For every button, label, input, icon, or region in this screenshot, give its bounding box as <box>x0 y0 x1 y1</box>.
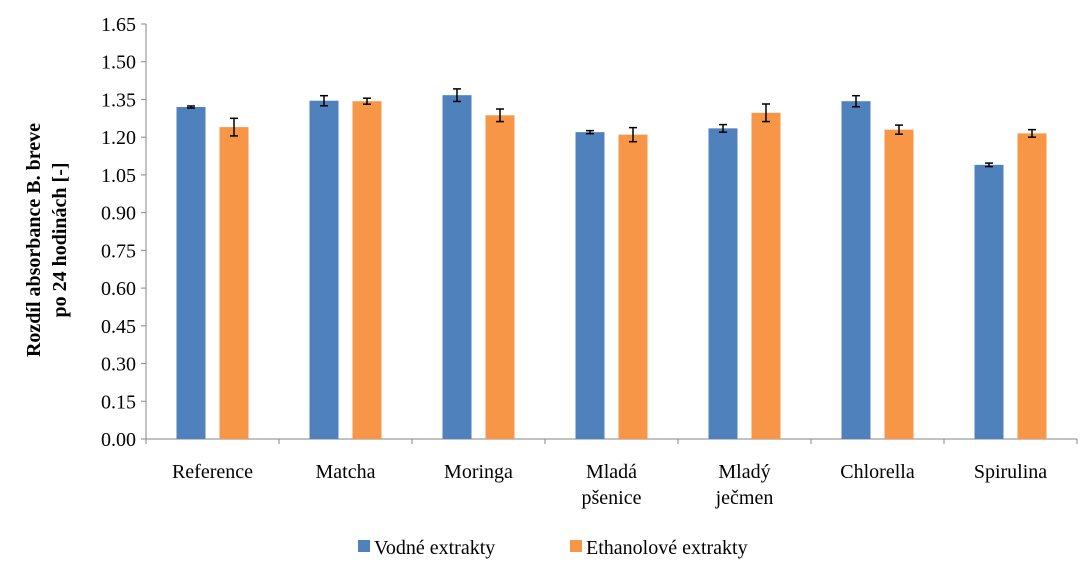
legend-item: Vodné extrakty <box>358 537 495 559</box>
legend-label: Ethanolové extrakty <box>586 537 748 559</box>
error-bar <box>1028 128 1036 138</box>
bar <box>485 115 515 440</box>
error-bar <box>453 88 461 103</box>
bar <box>309 100 339 439</box>
bar <box>618 134 648 439</box>
bar <box>884 129 914 440</box>
error-bar <box>320 94 328 107</box>
bar <box>1017 133 1047 439</box>
bar <box>841 101 871 439</box>
y-tick-label: 0.00 <box>101 429 136 451</box>
plot-area: 0.00 0.15 0.30 0.45 0.60 0.75 0.90 1.05 1.20 1.35… <box>101 14 1078 509</box>
legend: Vodné extrakty Ethanolové extrakty <box>358 537 748 559</box>
bar <box>219 127 249 439</box>
y-tick-label: 1.50 <box>101 52 136 74</box>
x-category-label: Moringa <box>444 461 513 483</box>
y-tick-label: 0.90 <box>101 203 136 225</box>
error-bar <box>629 126 637 143</box>
y-tick-label: 1.35 <box>101 89 136 111</box>
y-tick-label: 0.75 <box>101 240 136 262</box>
x-category-label: Mladá <box>586 461 637 483</box>
bar <box>708 128 738 439</box>
error-bar <box>187 105 195 109</box>
bar <box>751 112 781 439</box>
y-tick-label: 1.65 <box>101 14 136 36</box>
legend-item: Ethanolové extrakty <box>570 537 748 559</box>
x-category-label: Reference <box>172 461 253 483</box>
x-category-label: Mladý <box>718 461 770 483</box>
y-tick-label: 0.45 <box>101 316 136 338</box>
error-bar <box>719 123 727 133</box>
y-tick-label: 1.20 <box>101 127 136 149</box>
y-tick-label: 0.15 <box>101 391 136 413</box>
y-tick-label: 0.60 <box>101 278 136 300</box>
bar <box>575 132 605 439</box>
y-axis-label-line-1: Rozdíl absorbance B. breve <box>23 123 45 357</box>
error-bar <box>230 117 238 137</box>
x-category-label: Matcha <box>316 461 376 483</box>
legend-swatch <box>570 540 582 552</box>
error-bar <box>985 162 993 168</box>
error-bar <box>762 103 770 123</box>
error-bar <box>586 129 594 135</box>
bar <box>974 164 1004 439</box>
bar <box>442 95 472 440</box>
y-axis-label-line-2: po 24 hodinách [-] <box>49 162 71 317</box>
error-bar <box>363 97 371 105</box>
y-axis-label: Rozdíl absorbance B. breve po 24 hodinác… <box>23 123 71 357</box>
x-category-label: Chlorella <box>840 461 915 483</box>
legend-swatch <box>358 540 370 552</box>
error-bar <box>895 124 903 135</box>
bar <box>352 101 382 439</box>
legend-label: Vodné extrakty <box>374 537 495 559</box>
y-tick-label: 1.05 <box>101 165 136 187</box>
bar <box>176 107 206 439</box>
x-category-label: ječmen <box>715 487 774 509</box>
error-bar <box>496 108 504 123</box>
x-category-label: Spirulina <box>974 461 1047 483</box>
y-tick-label: 0.30 <box>101 354 136 376</box>
error-bar <box>852 94 860 108</box>
x-category-label: pšenice <box>582 487 642 509</box>
